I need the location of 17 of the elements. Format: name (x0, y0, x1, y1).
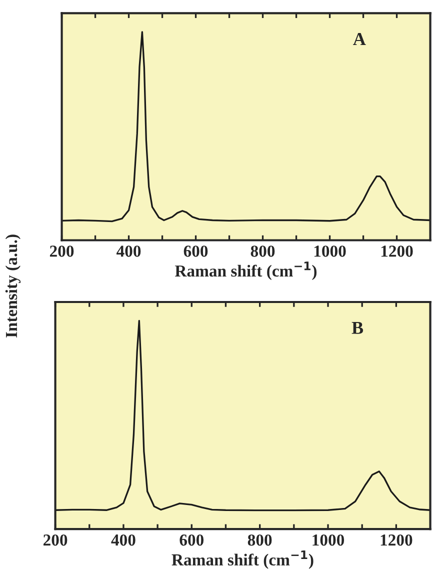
x-tick-label: 800 (250, 246, 275, 257)
x-tick-label: 1000 (314, 246, 346, 257)
x-tick-label: 200 (43, 534, 68, 546)
x-tick-label: 400 (111, 534, 136, 546)
x-tick-label: 1200 (381, 246, 413, 257)
annotation: B (352, 322, 364, 334)
annotation: A (353, 33, 366, 45)
x-tick-label: 600 (184, 246, 208, 257)
x-tick-label: 1000 (312, 534, 344, 546)
x-tick-label: 1200 (380, 534, 412, 546)
x-tick-label: 400 (116, 246, 141, 257)
x-tick-label: 200 (50, 246, 74, 257)
x-tick-label: 800 (248, 534, 272, 546)
x-axis-title: Raman shift (cm$^{−1}$) (172, 550, 314, 569)
x-tick-label: 600 (180, 534, 204, 546)
y-axis-title: Intensity (a.u.) (5, 234, 21, 338)
x-axis-title: Raman shift (cm$^{−1}$) (174, 262, 317, 280)
